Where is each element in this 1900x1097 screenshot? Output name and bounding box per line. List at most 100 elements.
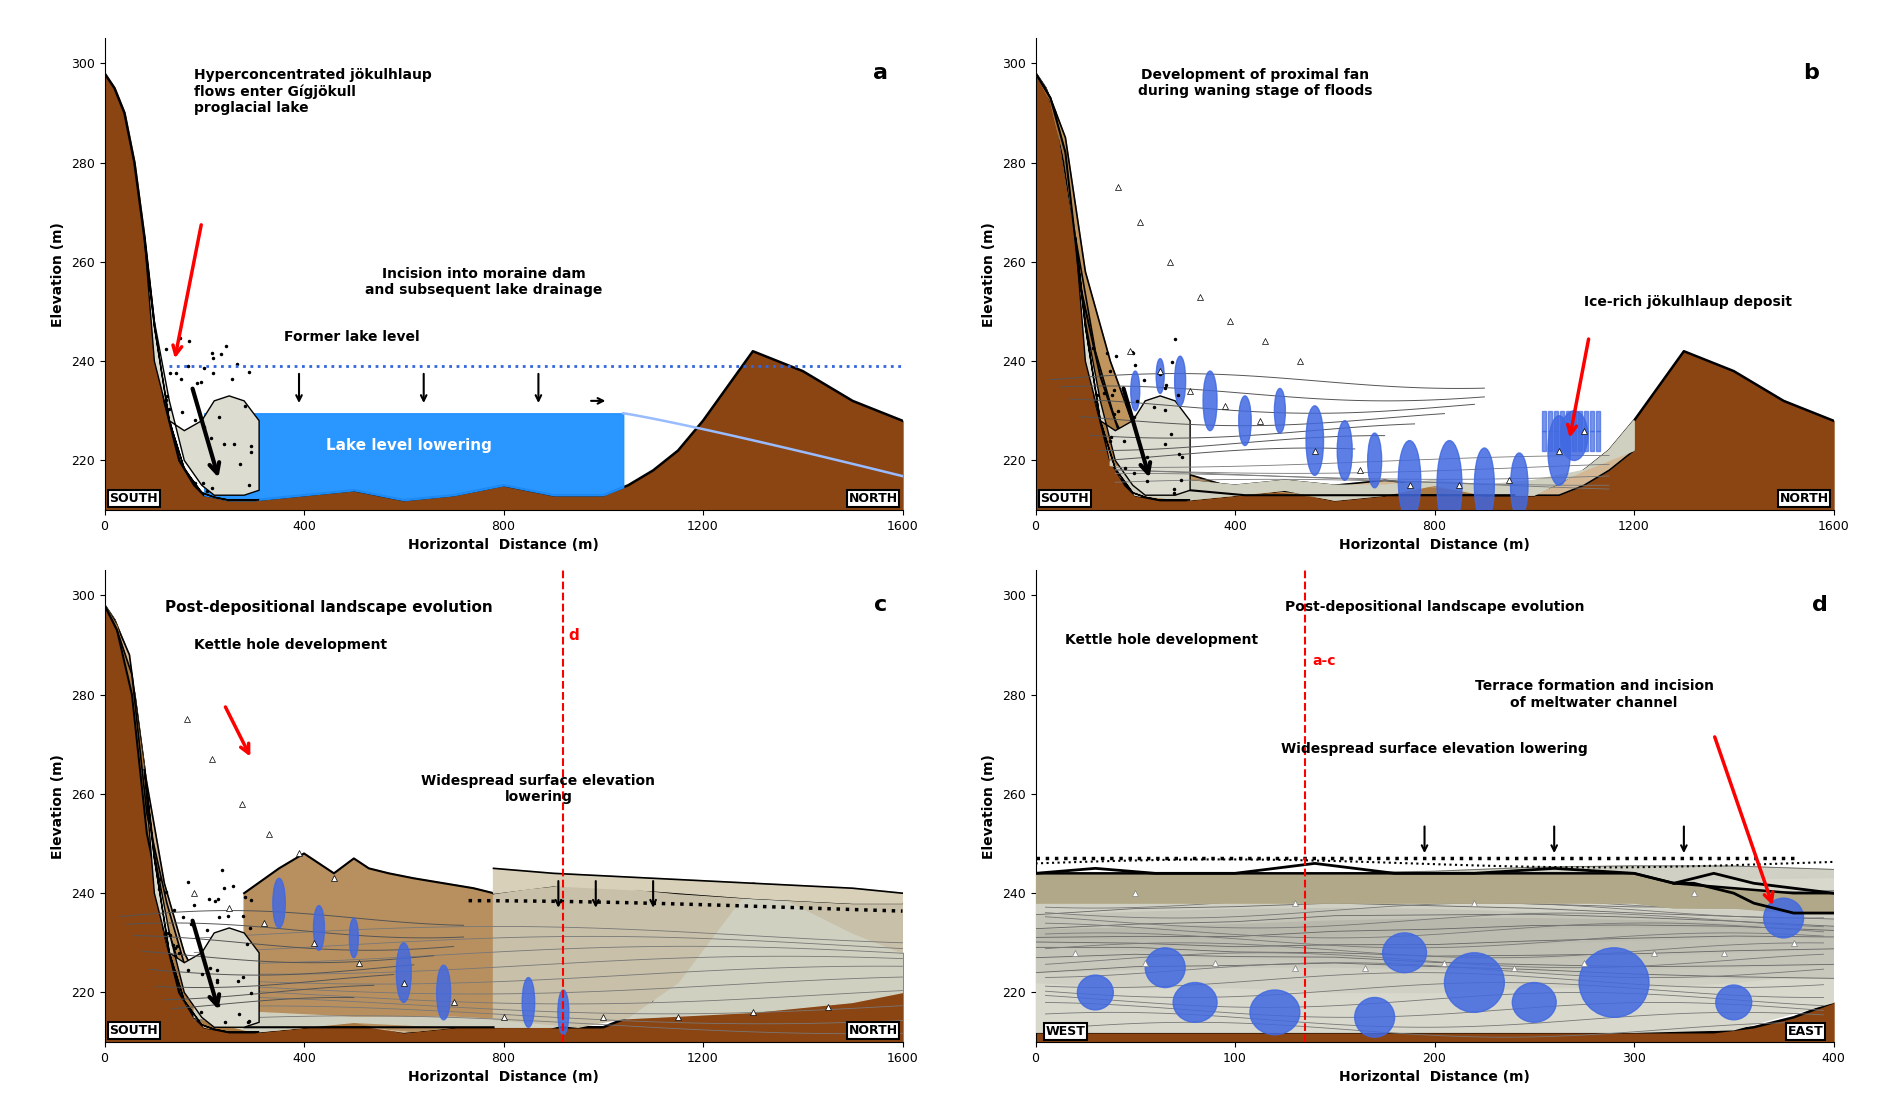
Polygon shape: [1036, 948, 1834, 969]
Ellipse shape: [1174, 357, 1186, 406]
Bar: [1579, 410, 1583, 431]
X-axis label: Horizontal  Distance (m): Horizontal Distance (m): [408, 539, 598, 553]
X-axis label: Horizontal  Distance (m): Horizontal Distance (m): [408, 1071, 598, 1085]
Polygon shape: [494, 869, 902, 903]
Ellipse shape: [1444, 953, 1505, 1013]
Text: c: c: [874, 596, 887, 615]
Ellipse shape: [1338, 421, 1353, 480]
Ellipse shape: [1474, 448, 1493, 522]
Ellipse shape: [1560, 410, 1588, 461]
Ellipse shape: [1275, 388, 1286, 433]
Polygon shape: [243, 853, 494, 1032]
Bar: [1596, 410, 1600, 431]
Ellipse shape: [1512, 983, 1556, 1022]
Y-axis label: Elevation (m): Elevation (m): [982, 222, 996, 327]
X-axis label: Horizontal  Distance (m): Horizontal Distance (m): [1340, 1071, 1530, 1085]
Text: SOUTH: SOUTH: [1041, 491, 1089, 505]
Text: Kettle hole development: Kettle hole development: [194, 638, 388, 652]
Bar: [1585, 410, 1588, 431]
Bar: [1590, 431, 1594, 451]
Ellipse shape: [1146, 948, 1186, 987]
Ellipse shape: [1510, 453, 1528, 518]
Text: Widespread surface elevation
lowering: Widespread surface elevation lowering: [422, 773, 656, 804]
Text: Development of proximal fan
during waning stage of floods: Development of proximal fan during wanin…: [1138, 68, 1372, 99]
Bar: [1548, 431, 1552, 451]
Text: Kettle hole development: Kettle hole development: [1066, 633, 1258, 647]
Polygon shape: [1036, 903, 1834, 929]
Polygon shape: [194, 883, 902, 1032]
Ellipse shape: [1305, 406, 1324, 475]
Text: SOUTH: SOUTH: [110, 491, 158, 505]
Ellipse shape: [1355, 997, 1395, 1037]
Polygon shape: [1036, 866, 1834, 890]
Ellipse shape: [1763, 898, 1803, 938]
Ellipse shape: [1250, 989, 1300, 1034]
Text: NORTH: NORTH: [849, 491, 897, 505]
Text: Post-depositional landscape evolution: Post-depositional landscape evolution: [165, 600, 492, 615]
Bar: [1571, 431, 1577, 451]
Bar: [1566, 431, 1569, 451]
Polygon shape: [104, 606, 494, 1032]
Polygon shape: [1036, 73, 1535, 500]
Polygon shape: [1036, 954, 1834, 979]
Text: d: d: [568, 627, 580, 643]
Y-axis label: Elevation (m): Elevation (m): [51, 754, 65, 859]
Ellipse shape: [559, 989, 568, 1034]
Bar: [1596, 431, 1600, 451]
Ellipse shape: [1716, 985, 1752, 1020]
Polygon shape: [494, 883, 902, 1027]
Text: EAST: EAST: [1788, 1025, 1824, 1038]
Polygon shape: [104, 606, 504, 1032]
Text: Ice-rich jökulhlaup deposit: Ice-rich jökulhlaup deposit: [1585, 295, 1792, 308]
Ellipse shape: [437, 965, 450, 1020]
Bar: [1560, 410, 1564, 431]
Ellipse shape: [314, 906, 325, 950]
Bar: [1554, 410, 1558, 431]
Text: NORTH: NORTH: [1780, 491, 1828, 505]
Ellipse shape: [1172, 983, 1218, 1022]
Ellipse shape: [1157, 359, 1165, 394]
Polygon shape: [104, 606, 528, 1032]
Y-axis label: Elevation (m): Elevation (m): [51, 222, 65, 327]
Polygon shape: [1110, 421, 1634, 500]
Bar: [1543, 431, 1547, 451]
Bar: [1571, 410, 1577, 431]
Ellipse shape: [1203, 371, 1218, 431]
Bar: [1566, 410, 1569, 431]
Polygon shape: [1036, 963, 1834, 993]
Bar: [1560, 431, 1564, 451]
Polygon shape: [1036, 895, 1834, 919]
Bar: [1548, 410, 1552, 431]
Ellipse shape: [397, 942, 410, 1003]
Text: Lake level lowering: Lake level lowering: [325, 438, 492, 453]
Text: a-c: a-c: [1313, 654, 1336, 668]
Bar: [1543, 410, 1547, 431]
Text: WEST: WEST: [1045, 1025, 1085, 1038]
Ellipse shape: [522, 977, 534, 1027]
Bar: [1585, 431, 1588, 451]
Bar: [1590, 410, 1594, 431]
Polygon shape: [1036, 873, 1834, 913]
Text: Former lake level: Former lake level: [285, 330, 420, 344]
Ellipse shape: [1398, 441, 1421, 520]
X-axis label: Horizontal  Distance (m): Horizontal Distance (m): [1340, 539, 1530, 553]
Polygon shape: [144, 769, 258, 1032]
Polygon shape: [1036, 925, 1834, 949]
Ellipse shape: [1130, 371, 1140, 410]
Text: Widespread surface elevation lowering: Widespread surface elevation lowering: [1281, 743, 1588, 756]
Polygon shape: [1036, 973, 1834, 1032]
Ellipse shape: [1548, 416, 1571, 485]
Ellipse shape: [1383, 932, 1427, 973]
Text: NORTH: NORTH: [849, 1024, 897, 1037]
Bar: [1579, 431, 1583, 451]
Ellipse shape: [1436, 441, 1461, 530]
Text: a: a: [872, 64, 887, 83]
Text: Post-depositional landscape evolution: Post-depositional landscape evolution: [1284, 600, 1585, 614]
Y-axis label: Elevation (m): Elevation (m): [982, 754, 996, 859]
Text: Incision into moraine dam
and subsequent lake drainage: Incision into moraine dam and subsequent…: [365, 267, 602, 297]
Ellipse shape: [350, 918, 359, 958]
Ellipse shape: [1579, 948, 1649, 1017]
Text: SOUTH: SOUTH: [110, 1024, 158, 1037]
Text: b: b: [1803, 64, 1818, 83]
Polygon shape: [1036, 936, 1834, 959]
